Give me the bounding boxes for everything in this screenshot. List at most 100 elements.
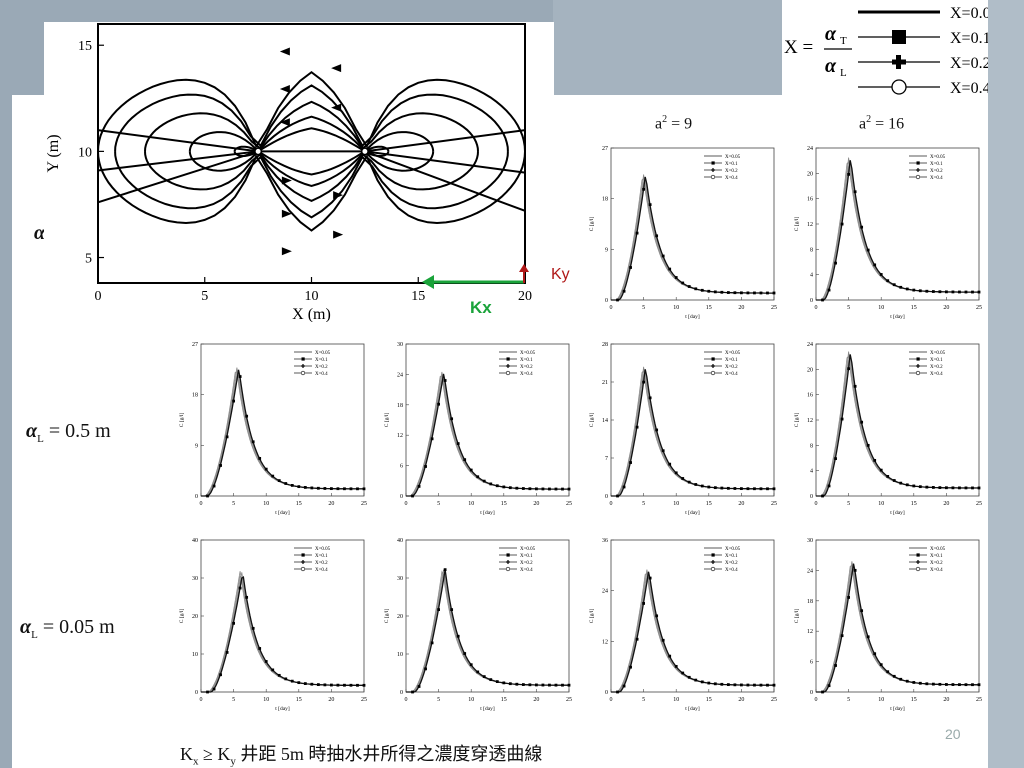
square-marker — [554, 683, 558, 687]
square-marker — [681, 281, 685, 285]
legend-label: X=0.4 — [930, 568, 943, 573]
square-marker — [622, 485, 626, 489]
stream-arrow — [333, 191, 344, 200]
square-marker — [521, 683, 525, 686]
square-marker — [212, 484, 216, 488]
square-marker — [450, 417, 454, 421]
square-marker — [456, 634, 460, 638]
streamline — [233, 127, 390, 152]
breakthrough-svg: 0 5 10 15 20 25 0 6 12 18 24 30 t [day] C [g/l] X=0.05… — [794, 538, 982, 712]
square-marker — [879, 663, 883, 667]
square-marker — [277, 673, 281, 677]
x-tick-label: 10 — [878, 697, 884, 703]
ratio-legend-label: X=0.05 — [950, 5, 988, 22]
square-marker — [925, 289, 929, 293]
square-marker — [964, 486, 968, 490]
y-axis-label: C [g/l] — [794, 413, 800, 428]
breakthrough-svg: 0 5 10 15 20 25 0 6 12 18 24 30 t [day] C [g/l] X=0.05… — [384, 342, 572, 516]
breakthrough-svg: 0 5 10 15 20 25 0 4 8 12 16 20 24 t [day] C [g/l] X=0.0… — [794, 146, 982, 320]
square-marker — [918, 289, 922, 293]
square-marker — [726, 291, 730, 294]
square-marker — [892, 283, 896, 287]
stream-arrow — [331, 103, 342, 112]
well-marker — [360, 147, 369, 156]
x-tick-label: 20 — [943, 305, 949, 311]
square-marker — [726, 486, 730, 490]
square-marker — [443, 379, 447, 382]
square-marker — [655, 234, 659, 238]
breakthrough-chart: 0 5 10 15 20 25 0 7 14 21 28 t [day] C [g/l] X=0.05 X=… — [586, 334, 782, 524]
square-marker — [303, 486, 307, 489]
square-marker — [489, 482, 493, 486]
square-marker — [931, 290, 935, 293]
square-marker — [905, 287, 909, 291]
stream-arrow — [281, 247, 292, 256]
square-marker — [336, 487, 340, 491]
x-tick-label: 10 — [468, 697, 474, 703]
square-marker — [469, 663, 473, 667]
stream-arrow — [279, 47, 290, 56]
square-marker — [616, 494, 619, 498]
square-marker — [648, 203, 652, 207]
stream-arrow — [331, 64, 342, 73]
y-tick-label: 5 — [85, 252, 92, 267]
x-tick-label: 20 — [943, 501, 949, 507]
stream-arrow — [281, 209, 292, 218]
square-marker — [674, 276, 678, 279]
x-tick-label: 0 — [815, 501, 818, 507]
square-marker — [899, 481, 903, 485]
square-marker — [258, 647, 262, 650]
square-marker — [232, 621, 235, 625]
breakthrough-chart: 0 5 10 15 20 25 0 4 8 12 16 20 24 t [day] C [g/l] X=0.0… — [791, 334, 987, 524]
x-tick-label: 10 — [673, 501, 679, 507]
legend-label: X=0.2 — [315, 561, 328, 566]
square-marker — [661, 254, 665, 258]
x-tick-label: 0 — [95, 289, 102, 304]
square-marker — [694, 483, 698, 486]
square-marker — [958, 683, 961, 687]
ratio-legend: X = α T α L X=0.05 X=0.1 X=0.2 X=0.4 — [782, 0, 999, 103]
legend-label: X=0.4 — [315, 568, 328, 573]
legend-label: X=0.1 — [315, 358, 328, 363]
legend-marker — [710, 370, 716, 376]
breakthrough-chart: 0 5 10 15 20 25 0 4 8 12 16 20 24 t [day] C [g/l] X=0.0… — [791, 138, 987, 328]
square-marker — [687, 285, 691, 288]
square-marker — [629, 461, 632, 464]
square-marker — [674, 664, 678, 668]
x-tick-label: 15 — [706, 501, 712, 507]
square-marker — [918, 485, 922, 489]
legend-label: X=0.4 — [725, 372, 738, 377]
square-marker — [424, 465, 427, 468]
square-marker — [411, 690, 414, 694]
square-marker — [847, 172, 850, 176]
square-marker — [482, 479, 486, 483]
legend-marker — [505, 566, 511, 572]
square-marker — [648, 576, 652, 580]
x-tick-label: 25 — [771, 501, 777, 507]
plot-frame — [405, 343, 570, 497]
square-marker — [700, 680, 704, 684]
square-marker — [766, 683, 769, 687]
square-marker — [821, 298, 824, 302]
square-marker — [219, 464, 222, 467]
square-marker — [971, 683, 974, 687]
x-tick-label: 25 — [976, 305, 982, 311]
y-axis-label: Y (m) — [45, 134, 62, 172]
square-marker — [642, 187, 645, 191]
square-marker — [356, 487, 359, 491]
y-tick-label: 18 — [192, 393, 198, 399]
y-tick-label: 0 — [400, 690, 403, 696]
square-marker — [687, 480, 691, 484]
y-tick-label: 4 — [810, 273, 813, 279]
x-tick-label: 0 — [405, 697, 408, 703]
y-tick-label: 0 — [810, 298, 813, 304]
square-marker — [271, 474, 275, 478]
square-marker — [476, 670, 480, 674]
y-tick-label: 30 — [397, 576, 403, 582]
legend-label: X=0.4 — [315, 372, 328, 377]
square-marker — [899, 285, 903, 289]
x-tick-label: 20 — [328, 501, 334, 507]
square-marker — [866, 248, 870, 252]
square-marker — [945, 290, 948, 294]
y-tick-label: 24 — [602, 589, 608, 595]
